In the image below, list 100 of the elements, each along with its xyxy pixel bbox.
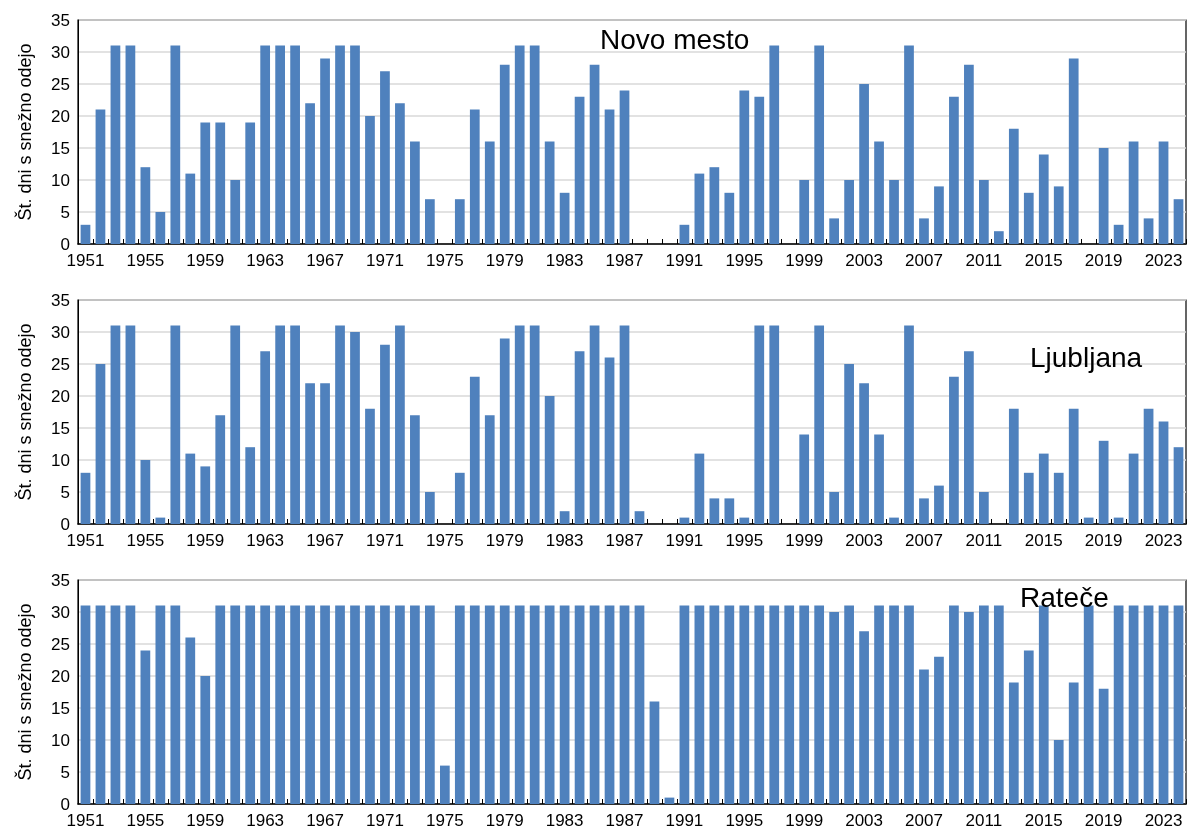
bar [904,45,914,244]
bar [275,325,285,524]
bar [889,517,899,524]
x-tick-label: 2003 [845,251,883,270]
bar [275,45,285,244]
bar [1143,605,1154,804]
y-tick-label: 15 [51,698,70,718]
x-tick-label: 1967 [306,531,344,550]
bar [95,109,106,244]
bar [979,605,989,804]
bar [559,605,570,804]
y-tick-label: 20 [51,386,70,406]
bar [1098,440,1109,524]
bar [724,605,735,804]
x-tick-label: 2007 [905,811,943,830]
y-tick-label: 0 [60,514,70,534]
bar [170,45,181,244]
x-tick-label: 1951 [66,251,105,270]
bar [1128,605,1139,804]
bar [799,605,810,804]
bar [125,325,136,524]
x-tick-label: 1975 [425,531,464,550]
bar [739,517,750,524]
bar [619,325,630,524]
bar [1053,186,1064,244]
bar [829,612,839,804]
bar [469,109,480,244]
bar [859,84,869,244]
x-tick-label: 1971 [366,531,404,550]
bar [844,180,854,244]
x-tick-label: 1971 [366,251,404,270]
y-tick-label: 30 [51,42,70,62]
bar [200,466,211,524]
x-tick-label: 2007 [905,531,943,550]
chart-title: Rateče [1020,581,1109,613]
bar [140,167,151,244]
y-tick-label: 35 [51,10,70,30]
bar [679,224,690,244]
bar [425,605,435,804]
y-tick-label: 5 [60,762,70,782]
y-tick-label: 30 [51,322,70,342]
bar [919,498,929,524]
y-tick-label: 30 [51,602,70,622]
bar [694,453,705,524]
bar [320,605,330,804]
x-tick-label: 2019 [1084,531,1123,550]
text: Ljubljana [1030,341,1143,373]
bar [1158,605,1169,804]
bar [574,605,585,804]
bar [1158,421,1169,524]
x-tick-label: 2011 [965,251,1003,270]
x-tick-label: 2007 [905,251,943,270]
bar [739,605,750,804]
bar [410,415,420,524]
y-tick-label: 10 [51,730,70,750]
x-tick-label: 2015 [1024,811,1063,830]
bar [260,45,271,244]
bar [634,511,645,524]
x-tick-label: 1999 [785,251,824,270]
bar [215,415,226,524]
bar [1083,517,1094,524]
x-tick-label: 2003 [845,531,883,550]
bar [1038,453,1049,524]
bar [754,96,765,244]
bar [1008,408,1019,524]
bar [889,605,899,804]
bar [1068,58,1079,244]
y-axis-title: Št. dni s snežno odejo [14,603,35,781]
bar [1143,218,1154,244]
bar [335,325,345,524]
bar [305,103,315,244]
bar [290,325,300,524]
bar [290,605,300,804]
y-tick-label: 0 [60,794,70,814]
x-tick-label: 1991 [665,251,704,270]
x-tick-label: 1959 [186,811,225,830]
x-tick-label: 1955 [126,251,165,270]
x-tick-label: 1963 [246,531,285,550]
bar [245,447,256,524]
bar [1068,408,1079,524]
x-tick-label: 1959 [186,531,225,550]
bar [604,357,615,524]
bar [365,408,375,524]
x-tick-label: 2011 [965,531,1003,550]
bar [589,64,600,244]
bar [365,605,375,804]
bar [185,637,196,804]
x-tick-label: 1987 [605,531,644,550]
bar [949,96,959,244]
bar [934,186,944,244]
bar [80,605,91,804]
bar [979,492,989,524]
chart-title: Novo mesto [600,23,750,55]
bar [1173,605,1184,804]
bar [799,180,810,244]
bar [589,605,600,804]
bar [604,109,615,244]
bar [395,605,405,804]
bar [484,605,495,804]
bar [80,472,91,524]
